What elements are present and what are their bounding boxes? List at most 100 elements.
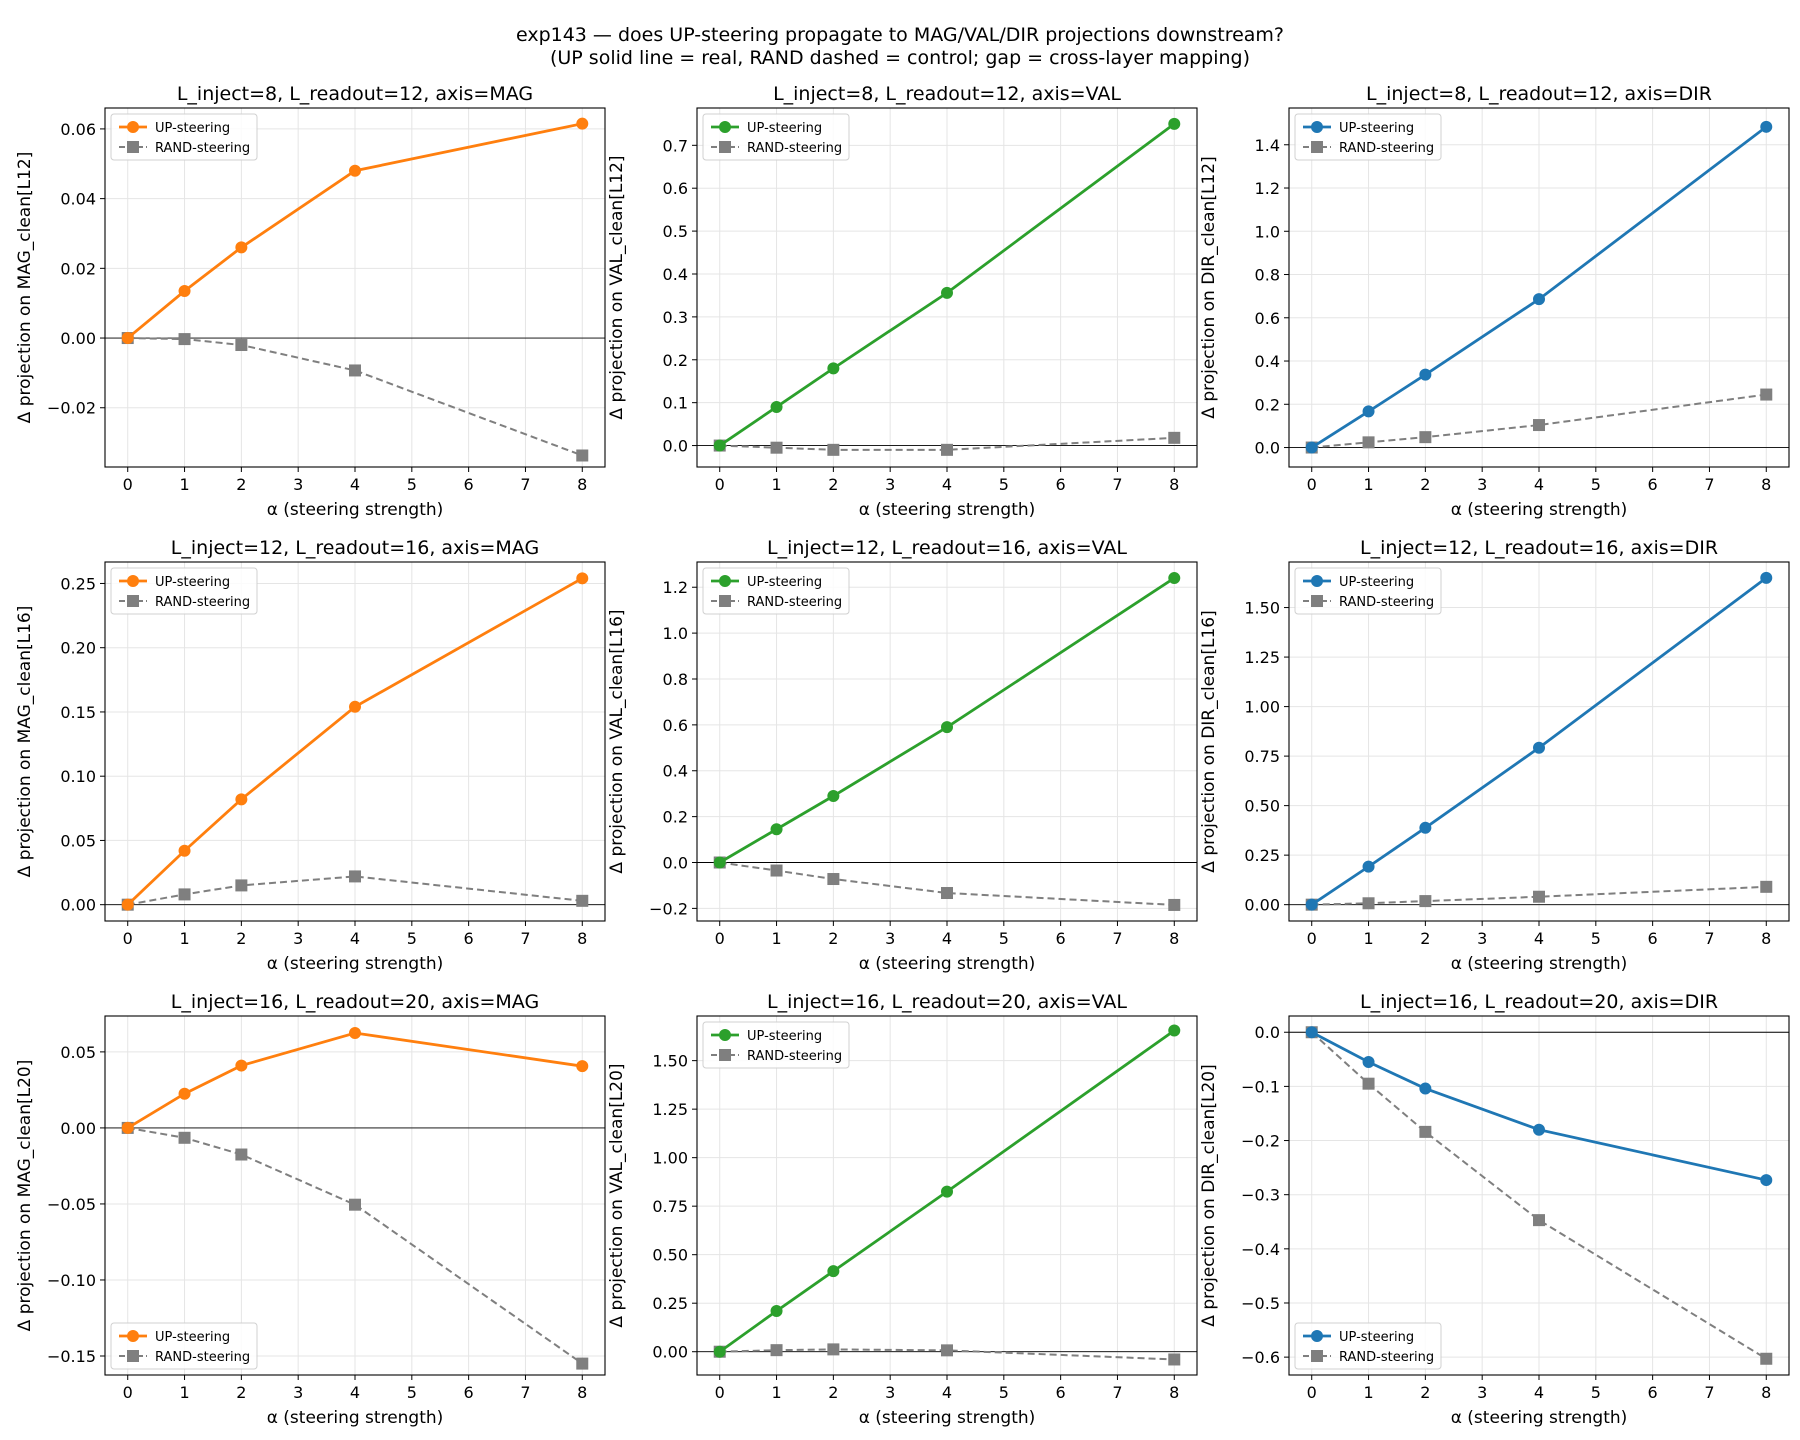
x-tick-label: 4 [942, 929, 952, 948]
y-tick-label: 0.00 [60, 329, 96, 348]
y-tick-label: 0.2 [663, 351, 688, 370]
x-tick-label: 5 [1591, 1383, 1601, 1402]
rand-steering-point [941, 1344, 953, 1357]
up-steering-point [770, 823, 783, 836]
x-tick-label: 3 [885, 1383, 895, 1402]
y-tick-label: 0.15 [60, 703, 96, 722]
up-steering-point [941, 286, 953, 299]
rand-steering-point [827, 1343, 840, 1356]
rand-steering-point [1419, 1125, 1432, 1138]
panel-title: L_inject=8, L_readout=12, axis=MAG [177, 83, 533, 105]
legend-up-label: UP-steering [155, 575, 230, 590]
legend-frame [1294, 567, 1442, 615]
y-tick-label: 1.0 [663, 624, 688, 643]
panel-title: L_inject=12, L_readout=16, axis=DIR [1360, 537, 1718, 559]
y-tick-label: 0.0 [663, 854, 688, 873]
up-steering-point [1760, 571, 1773, 584]
legend-rand-marker [127, 1350, 139, 1362]
up-steering-point [576, 572, 589, 585]
up-steering-point [713, 1345, 726, 1358]
legend-up-label: UP-steering [1339, 121, 1414, 136]
x-tick-label: 0 [1307, 929, 1317, 948]
y-tick-label: 0.6 [663, 179, 688, 198]
rand-steering-point [178, 333, 191, 346]
legend-up-label: UP-steering [747, 121, 822, 136]
y-tick-label: 0.3 [663, 308, 688, 327]
y-tick-label: 0.00 [60, 1119, 96, 1138]
x-tick-label: 2 [828, 1383, 838, 1402]
x-tick-label: 1 [1363, 1383, 1373, 1402]
y-tick-label: −0.6 [1241, 1348, 1280, 1367]
legend-up-marker [719, 121, 731, 133]
rand-steering-point [1760, 388, 1773, 401]
rand-steering-point [770, 1344, 783, 1357]
x-axis-label: α (steering strength) [1451, 1408, 1628, 1428]
y-tick-label: 0.00 [1244, 896, 1280, 915]
legend-frame [702, 1021, 850, 1069]
up-steering-point [1168, 117, 1181, 130]
up-steering-point [1305, 441, 1318, 454]
y-tick-label: −0.2 [1241, 1132, 1280, 1151]
up-steering-point [827, 1265, 840, 1278]
rand-steering-point [576, 894, 589, 907]
y-tick-label: 0.50 [652, 1246, 688, 1265]
figure-title-line-1: exp143 — does UP-steering propagate to M… [515, 24, 1285, 46]
chart-panel-4: 0 1 2 3 4 5 6 7 8 0.00 0.05 0.10 0.15 0.20 0.25 L_injec… [15, 537, 606, 974]
y-tick-label: 1.25 [1244, 648, 1280, 667]
y-tick-label: −0.10 [47, 1271, 96, 1290]
x-tick-label: 3 [885, 475, 895, 494]
legend: UP-steering RAND-steering [702, 1021, 850, 1069]
rand-steering-point [1533, 890, 1545, 903]
x-tick-label: 8 [1761, 475, 1771, 494]
panel-title: L_inject=16, L_readout=20, axis=DIR [1360, 991, 1718, 1013]
x-tick-label: 6 [1648, 1383, 1658, 1402]
y-tick-label: 0.0 [1255, 439, 1280, 458]
x-tick-label: 8 [577, 929, 587, 948]
up-steering-point [235, 241, 248, 254]
legend-frame [702, 567, 850, 615]
rand-steering-point [576, 449, 589, 462]
x-tick-label: 3 [1477, 475, 1487, 494]
x-tick-label: 7 [1112, 929, 1122, 948]
x-tick-label: 7 [1704, 475, 1714, 494]
x-tick-label: 2 [236, 475, 246, 494]
up-steering-point [576, 1060, 589, 1073]
rand-steering-point [235, 339, 248, 352]
legend-rand-marker [719, 141, 731, 153]
up-steering-point [178, 844, 191, 857]
rand-steering-point [349, 364, 361, 377]
up-steering-point [941, 721, 953, 734]
x-tick-label: 4 [1534, 929, 1544, 948]
x-tick-label: 3 [293, 1383, 303, 1402]
x-tick-label: 7 [1704, 929, 1714, 948]
legend-rand-label: RAND-steering [1339, 1350, 1434, 1365]
y-tick-label: 0.00 [60, 896, 96, 915]
x-tick-label: 6 [464, 1383, 474, 1402]
legend-up-marker [1311, 121, 1323, 133]
x-tick-label: 3 [1477, 1383, 1487, 1402]
y-axis-label: Δ projection on DIR_clean[L12] [1199, 156, 1219, 418]
x-tick-label: 1 [179, 929, 189, 948]
rand-steering-point [941, 887, 953, 900]
x-tick-label: 7 [520, 929, 530, 948]
y-tick-label: 0.75 [652, 1197, 688, 1216]
x-tick-label: 4 [942, 1383, 952, 1402]
up-steering-point [1419, 821, 1432, 834]
panel-title: L_inject=16, L_readout=20, axis=VAL [767, 991, 1127, 1013]
up-steering-point [1168, 572, 1181, 585]
y-tick-label: −0.05 [47, 1195, 96, 1214]
x-tick-label: 0 [715, 929, 725, 948]
legend-up-marker [127, 121, 139, 133]
legend-frame [1294, 1322, 1442, 1370]
x-tick-label: 0 [1307, 475, 1317, 494]
x-tick-label: 5 [407, 929, 417, 948]
x-tick-label: 3 [885, 929, 895, 948]
chart-panel-1: 0 1 2 3 4 5 6 7 8 −0.02 0.00 0.02 0.04 0.06 L_inject=8… [15, 83, 606, 520]
panel-title: L_inject=8, L_readout=12, axis=VAL [773, 83, 1121, 105]
x-tick-label: 6 [1648, 929, 1658, 948]
chart-panel-9: 0 1 2 3 4 5 6 7 8 −0.6 −0.5 −0.4 −0.3 −0.2 −0.1 0.0 L_in… [1199, 991, 1790, 1428]
x-tick-label: 2 [1420, 929, 1430, 948]
up-steering-point [1362, 405, 1375, 418]
x-tick-label: 6 [1056, 475, 1066, 494]
